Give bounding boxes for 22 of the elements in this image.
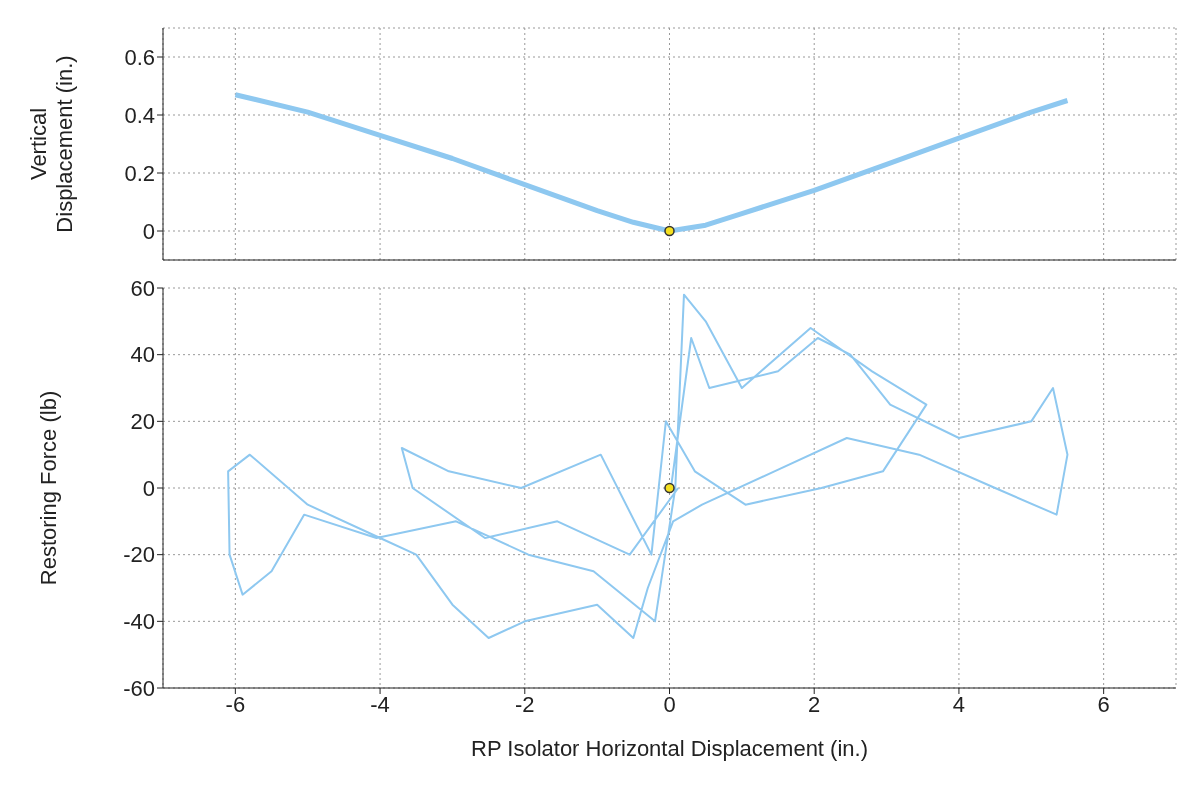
x-tick-label: 4: [952, 691, 966, 717]
x-tick-label: 0: [663, 691, 676, 717]
x-tick-label: -6: [225, 691, 246, 717]
y-tick-label: 0.6: [124, 44, 155, 70]
y-tick-label: 0: [142, 475, 155, 501]
y-tick-label: 60: [130, 275, 155, 301]
x-tick-label: 6: [1097, 691, 1110, 717]
x-tick-label: -2: [515, 691, 535, 717]
line-series: [227, 293, 1069, 639]
y-tick-label: -60: [123, 675, 155, 701]
y-axis-title: Restoring Force (lb): [36, 390, 61, 586]
y-tick-label: 0: [142, 218, 155, 244]
y-axis-title: Vertical Displacement (in.): [26, 55, 77, 233]
y-tick-label: -40: [123, 609, 155, 635]
x-tick-label: 2: [808, 691, 821, 717]
y-tick-label: -20: [123, 542, 155, 568]
y-tick-label: 0.2: [124, 160, 155, 186]
y-tick-label: 20: [130, 409, 155, 435]
x-axis-title: RP Isolator Horizontal Displacement (in.): [471, 736, 868, 761]
x-tick-label: -4: [370, 691, 390, 717]
y-tick-label: 40: [130, 342, 155, 368]
y-tick-label: 0.4: [124, 102, 155, 128]
